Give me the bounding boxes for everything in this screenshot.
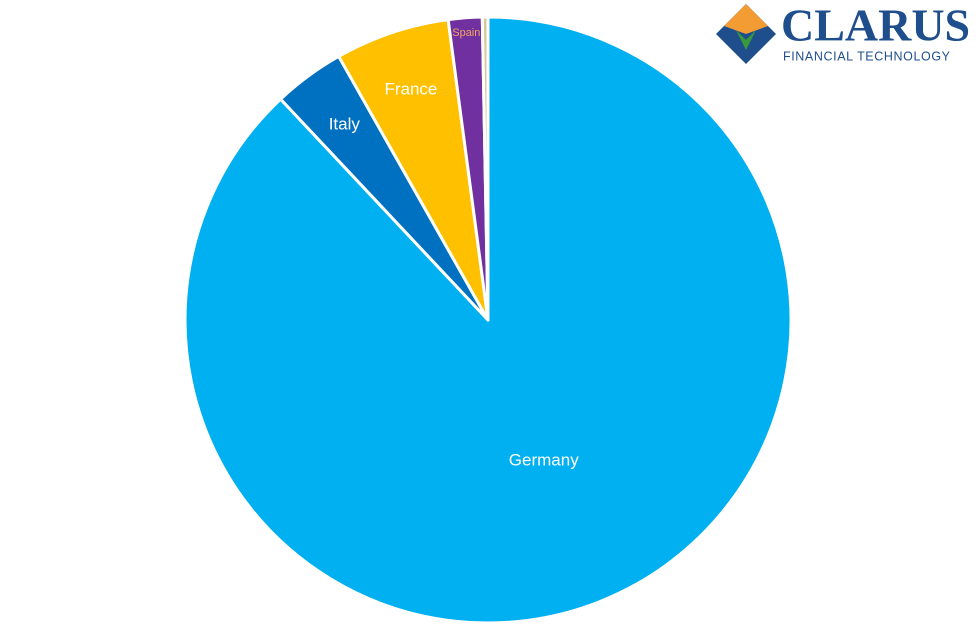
logo-tagline: FINANCIAL TECHNOLOGY (783, 49, 951, 63)
pie-slice (337, 18, 490, 322)
slice-label: Spain (452, 27, 480, 39)
slice-label: Italy (329, 114, 361, 133)
logo-name: CLARUS (781, 0, 970, 51)
logo: CLARUS FINANCIAL TECHNOLOGY (716, 0, 970, 64)
slice-label: France (384, 80, 437, 99)
pie-slice (480, 15, 490, 322)
logo-mark-leaf (736, 30, 756, 50)
slice-label: Germany (509, 450, 579, 469)
logo-mark-top (724, 4, 768, 34)
